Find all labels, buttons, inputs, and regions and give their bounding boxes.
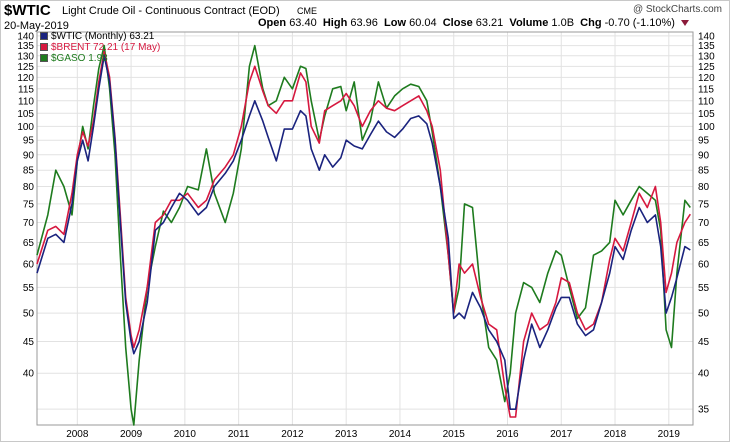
x-tick-label: 2008: [66, 429, 89, 440]
y-tick-label-right: 100: [698, 122, 715, 133]
plot-area: [36, 31, 694, 426]
y-tick-label-left: 75: [23, 199, 35, 210]
x-tick-label: 2016: [496, 429, 519, 440]
y-tick-label-left: 90: [23, 150, 35, 161]
y-tick-label-left: 70: [23, 218, 35, 229]
y-tick-label-right: 120: [698, 73, 715, 84]
legend-gaso-label: $GASO 1.98: [51, 53, 108, 64]
y-tick-label-left: 105: [17, 109, 34, 120]
y-tick-label-left: 60: [23, 260, 35, 271]
chg-label: Chg: [580, 17, 602, 29]
high-value: 63.96: [350, 17, 378, 29]
open-label: Open: [258, 17, 287, 29]
close-label: Close: [442, 17, 473, 29]
x-tick-label: 2010: [174, 429, 197, 440]
y-tick-label-right: 135: [698, 41, 715, 52]
y-tick-label-right: 85: [698, 166, 710, 177]
chart-date: 20-May-2019: [4, 20, 69, 32]
close-value: 63.21: [475, 17, 504, 29]
y-tick-label-left: 100: [17, 122, 34, 133]
stockcharts-brand[interactable]: @ StockCharts.com: [632, 4, 722, 15]
series-line-wtic: [36, 54, 691, 411]
y-tick-label-right: 95: [698, 136, 710, 147]
y-tick-label-right: 90: [698, 150, 710, 161]
y-tick-label-right: 105: [698, 109, 715, 120]
y-tick-label-left: 65: [23, 238, 35, 249]
down-arrow-icon: [681, 20, 689, 27]
legend-wtic-swatch: [40, 32, 48, 41]
x-tick-label: 2009: [120, 429, 143, 440]
y-tick-label-right: 70: [698, 218, 710, 229]
y-tick-label-right: 45: [698, 337, 710, 348]
symbol-title: $WTIC: [4, 2, 51, 19]
y-tick-label-right: 75: [698, 199, 710, 210]
chg-value: -0.70 (-1.10%): [604, 17, 675, 29]
x-tick-label: 2011: [228, 429, 250, 440]
y-tick-label-right: 50: [698, 309, 710, 320]
y-tick-label-left: 50: [23, 309, 35, 320]
legend-brent-swatch: [40, 43, 48, 52]
x-tick-label: 2015: [443, 429, 466, 440]
y-tick-label-left: 115: [18, 84, 34, 95]
y-tick-label-right: 55: [698, 283, 710, 294]
exchange-label: CME: [297, 6, 317, 16]
legend-wtic: $WTIC (Monthly) 63.21: [40, 31, 154, 42]
legend-gaso-swatch: [40, 54, 48, 63]
y-tick-label-left: 125: [17, 62, 34, 73]
open-value: 63.40: [289, 17, 317, 29]
x-tick-label: 2019: [658, 429, 681, 440]
y-tick-label-right: 115: [698, 84, 714, 95]
plot-border: [36, 31, 694, 426]
y-tick-label-right: 110: [698, 96, 714, 107]
y-tick-label-right: 35: [698, 405, 710, 416]
volume-value: 1.0B: [551, 17, 575, 29]
legend-gaso: $GASO 1.98: [40, 53, 108, 64]
y-tick-label-left: 110: [18, 96, 34, 107]
x-tick-label: 2014: [389, 429, 412, 440]
y-tick-label-left: 140: [17, 31, 34, 42]
ohlc-summary: Open 63.40 High 63.96 Low 60.04 Close 63…: [258, 17, 689, 29]
y-tick-label-right: 40: [698, 369, 710, 380]
y-tick-label-right: 65: [698, 238, 710, 249]
x-tick-label: 2017: [550, 429, 573, 440]
high-label: High: [322, 17, 348, 29]
y-tick-label-left: 40: [23, 369, 35, 380]
low-label: Low: [384, 17, 407, 29]
series-line-brent: [36, 50, 691, 418]
y-tick-label-right: 80: [698, 182, 710, 193]
x-tick-label: 2012: [281, 429, 304, 440]
y-tick-label-right: 130: [698, 51, 715, 62]
y-tick-label-left: 120: [17, 73, 34, 84]
low-value: 60.04: [409, 17, 437, 29]
legend-brent-label: $BRENT 72.21 (17 May): [51, 42, 161, 53]
y-tick-label-left: 85: [23, 166, 35, 177]
y-tick-label-left: 135: [17, 41, 34, 52]
symbol-description: Light Crude Oil - Continuous Contract (E…: [62, 5, 280, 17]
x-tick-label: 2018: [604, 429, 627, 440]
y-tick-label-left: 80: [23, 182, 35, 193]
y-tick-label-left: 45: [23, 337, 35, 348]
y-tick-label-right: 125: [698, 62, 715, 73]
y-tick-label-left: 130: [17, 51, 34, 62]
series-line-gaso: [36, 44, 691, 426]
y-tick-label-left: 55: [23, 283, 35, 294]
y-tick-label-left: 95: [23, 136, 35, 147]
y-tick-label-right: 140: [698, 31, 715, 42]
y-tick-label-right: 60: [698, 260, 710, 271]
volume-label: Volume: [509, 17, 549, 29]
legend-brent: $BRENT 72.21 (17 May): [40, 42, 160, 53]
legend-wtic-label: $WTIC (Monthly) 63.21: [51, 31, 155, 42]
x-tick-label: 2013: [335, 429, 358, 440]
